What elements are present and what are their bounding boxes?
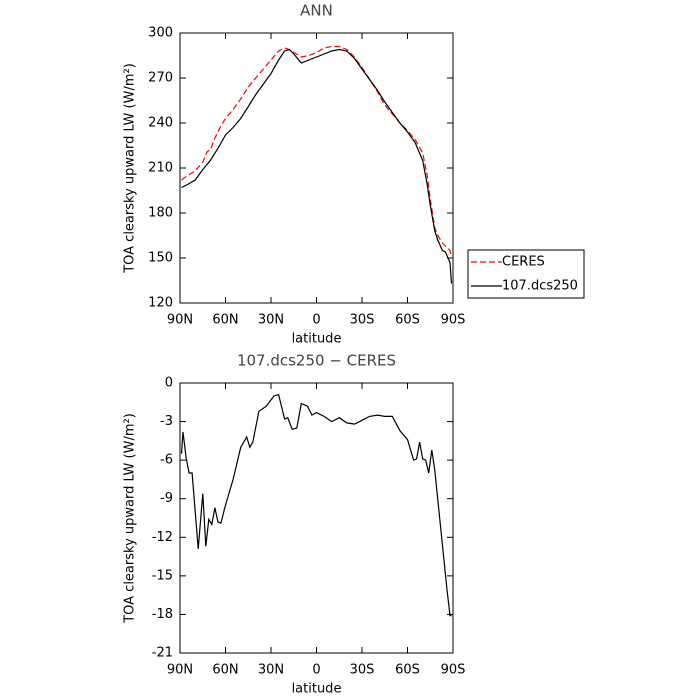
y-tick-label: -18 <box>152 607 173 622</box>
y-tick-label: 180 <box>148 206 173 221</box>
x-axis-label: latitude <box>292 682 342 697</box>
y-tick-label: -15 <box>152 568 173 583</box>
legend-label: 107.dcs250 <box>502 279 578 294</box>
x-tick-label: 60N <box>212 663 238 678</box>
y-tick-label: 270 <box>148 71 173 86</box>
x-tick-label: 0 <box>312 663 320 678</box>
x-tick-label: 90S <box>441 313 466 328</box>
x-tick-label: 60N <box>212 313 238 328</box>
y-tick-label: -6 <box>160 453 173 468</box>
x-tick-label: 90N <box>167 663 193 678</box>
y-tick-label: 240 <box>148 116 173 131</box>
legend-label: CERES <box>502 255 545 270</box>
x-tick-label: 30S <box>350 313 375 328</box>
chart-title: ANN <box>300 2 333 20</box>
x-tick-label: 60S <box>395 663 420 678</box>
x-tick-label: 90S <box>441 663 466 678</box>
y-axis-label: TOA clearsky upward LW (W/m²) <box>123 413 138 624</box>
plot-frame <box>179 382 454 654</box>
data-line <box>180 393 452 617</box>
x-tick-label: 90N <box>167 313 193 328</box>
y-tick-label: 0 <box>165 376 173 391</box>
data-line <box>181 45 453 257</box>
chart-title: 107.dcs250 − CERES <box>237 352 396 370</box>
x-tick-label: 0 <box>312 313 320 328</box>
plot-frame <box>179 32 454 304</box>
x-tick-label: 30S <box>350 663 375 678</box>
y-tick-label: 120 <box>148 296 173 311</box>
data-line <box>181 48 453 284</box>
y-tick-label: -3 <box>160 414 173 429</box>
y-tick-label: -12 <box>152 530 173 545</box>
y-tick-label: 300 <box>148 26 173 41</box>
x-tick-label: 30N <box>258 663 284 678</box>
y-tick-label: -21 <box>152 646 173 661</box>
y-tick-label: 150 <box>148 251 173 266</box>
y-tick-label: 210 <box>148 161 173 176</box>
x-tick-label: 60S <box>395 313 420 328</box>
y-tick-label: -9 <box>160 491 173 506</box>
x-tick-label: 30N <box>258 313 284 328</box>
x-axis-label: latitude <box>292 332 342 347</box>
legend-box <box>467 249 585 299</box>
y-axis-label: TOA clearsky upward LW (W/m²) <box>123 63 138 274</box>
